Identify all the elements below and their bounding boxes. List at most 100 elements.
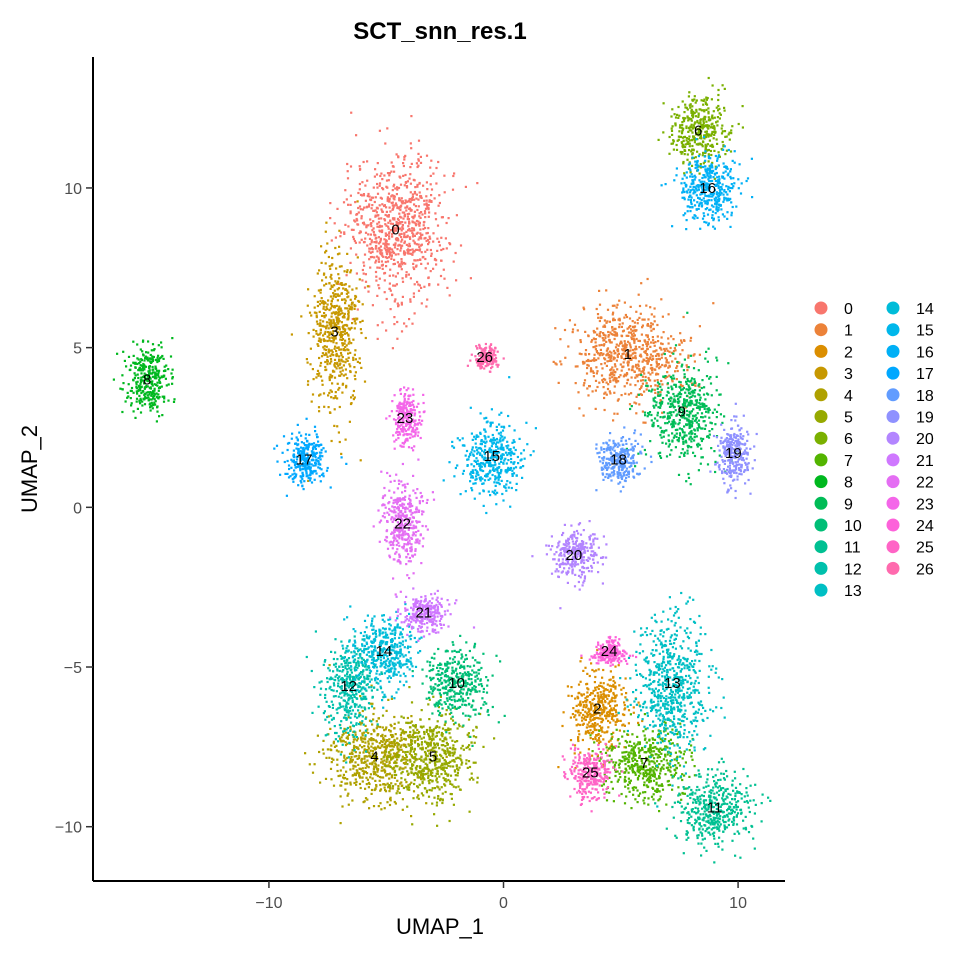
cell-point <box>434 212 437 215</box>
cell-point <box>350 111 353 114</box>
cell-point <box>396 758 399 761</box>
cell-point <box>355 755 358 758</box>
cell-point <box>427 734 431 738</box>
cell-point <box>424 207 428 210</box>
cell-point <box>376 774 379 778</box>
cell-point <box>615 714 618 717</box>
cell-point <box>353 781 356 785</box>
cell-point <box>638 751 641 754</box>
cell-point <box>354 294 357 298</box>
cell-point <box>341 326 344 329</box>
cell-point <box>641 326 644 329</box>
cell-point <box>337 322 340 325</box>
cell-point <box>693 774 696 777</box>
cell-point <box>352 398 355 401</box>
cell-point <box>449 736 452 739</box>
cell-point <box>699 136 702 140</box>
cell-point <box>394 802 397 805</box>
cell-point <box>660 356 663 359</box>
cell-point <box>600 699 603 703</box>
cell-point <box>386 248 389 252</box>
cell-point <box>398 754 401 757</box>
cell-point <box>433 762 436 765</box>
cell-point <box>411 193 414 196</box>
cell-point <box>602 686 605 689</box>
cell-point <box>608 390 611 393</box>
cell-point <box>408 686 411 689</box>
cell-point <box>649 385 652 388</box>
cell-point <box>619 342 622 345</box>
cell-point <box>645 775 648 778</box>
cell-point <box>625 795 628 798</box>
cell-point <box>427 208 430 211</box>
cell-point <box>590 725 593 728</box>
cell-point <box>144 357 147 360</box>
cell-point <box>422 224 425 227</box>
cell-point <box>156 384 159 387</box>
cell-point <box>600 720 603 723</box>
cell-point <box>323 353 326 357</box>
cell-point <box>683 358 686 361</box>
cell-point <box>346 359 349 362</box>
cell-point <box>370 737 373 740</box>
cell-point <box>407 229 410 232</box>
cell-point <box>325 221 328 224</box>
cell-point <box>416 772 419 775</box>
cell-point <box>643 713 646 716</box>
cell-point <box>404 731 408 734</box>
cell-point <box>667 740 671 743</box>
cell-point <box>659 404 662 407</box>
cell-point <box>394 760 397 763</box>
cell-point <box>612 719 615 722</box>
cell-point <box>335 323 338 327</box>
cell-point <box>596 370 599 373</box>
cell-point <box>378 742 381 745</box>
cell-point <box>686 141 689 144</box>
cell-point <box>393 766 396 769</box>
cell-point <box>731 125 734 128</box>
cell-point <box>682 117 685 120</box>
cell-point <box>709 382 713 385</box>
cell-point <box>709 144 712 147</box>
cell-point <box>350 308 353 311</box>
cell-point <box>368 807 371 810</box>
cell-point <box>624 313 627 317</box>
cell-point <box>674 409 677 412</box>
cell-point <box>387 221 390 224</box>
cell-point <box>631 786 634 789</box>
cell-point <box>454 740 457 743</box>
cell-point <box>675 378 678 381</box>
cell-point <box>693 122 696 125</box>
cell-point <box>406 217 409 221</box>
cell-point <box>602 332 605 335</box>
cell-point <box>704 415 707 418</box>
cell-point <box>651 368 654 372</box>
cell-point <box>346 742 349 745</box>
cell-point <box>645 304 648 307</box>
cell-point <box>415 162 418 165</box>
cell-point <box>360 238 363 241</box>
cell-point <box>615 728 618 731</box>
cell-point <box>326 303 329 306</box>
cell-point <box>685 388 688 391</box>
cell-point <box>454 757 458 760</box>
cell-point <box>597 694 600 697</box>
cell-point <box>319 322 322 325</box>
cell-point <box>376 337 379 340</box>
cell-point <box>624 746 627 749</box>
cell-point <box>610 733 613 736</box>
cell-point <box>324 348 328 352</box>
cell-point <box>349 269 353 272</box>
cell-point <box>435 801 439 804</box>
cell-point <box>361 740 365 743</box>
cell-point <box>402 786 405 790</box>
cell-point <box>420 286 423 289</box>
cell-point <box>387 764 390 767</box>
cell-point <box>454 748 457 751</box>
cell-point <box>368 237 372 240</box>
cell-point <box>411 197 414 200</box>
cell-point <box>700 412 704 415</box>
cell-point <box>653 771 656 775</box>
cell-point <box>410 742 413 746</box>
